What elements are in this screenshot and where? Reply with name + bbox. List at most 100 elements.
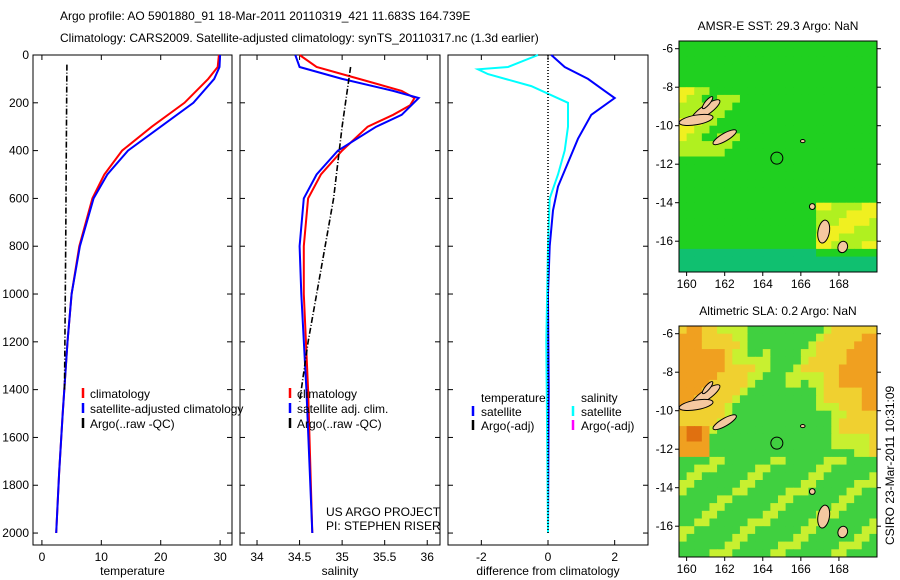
map-cell [785,503,794,512]
map-cell [785,56,794,65]
map-cell [679,148,688,157]
map-cell [739,464,749,473]
map-cell [831,526,840,535]
map-cell [747,56,756,65]
map-cell [732,433,741,442]
map-cell [816,456,825,466]
map-cell [755,356,764,365]
map-cell [770,472,779,481]
map-cell [800,133,809,142]
map-cell [823,56,832,65]
map-cell [785,202,794,211]
map-cell [732,179,741,188]
map-cell [816,341,825,350]
map-cell [816,87,825,96]
map-cell [854,241,863,250]
map-cell [755,410,764,419]
map-cell [785,233,794,242]
map-cell [869,372,878,381]
map-cell [800,56,809,65]
map-cell [800,341,809,350]
map-cell [831,533,840,543]
map-cell [762,326,771,335]
map-cell [785,456,794,466]
map-cell [838,218,848,227]
map-cell [686,195,695,204]
map-cell [755,218,764,227]
map-cell [800,441,809,450]
map-cell [694,356,703,365]
map-cell [732,326,741,335]
map-cell [854,433,863,442]
map-cell [785,171,794,181]
map-cell [793,418,802,427]
map-cell [701,541,710,550]
map-cell [724,403,733,412]
map-cell [709,125,718,134]
map-cell [762,233,771,242]
map-cell [709,148,718,157]
map-cell [755,241,764,250]
map-cell [709,118,718,127]
map-cell [679,264,688,273]
map-cell [800,372,809,381]
map-cell [747,464,756,473]
map-cell [717,372,726,381]
map-cell [838,87,848,96]
map-cell [755,171,764,181]
map-cell [808,533,817,543]
map-cell [770,349,779,358]
map-cell [823,241,832,250]
map-cell [869,418,878,427]
map-cell [701,256,710,265]
map-cell [861,171,870,181]
map-cell [846,326,855,335]
map-cell [778,526,787,535]
map-cell [686,433,695,442]
map-cell [838,426,848,435]
map-cell [831,349,840,358]
map-cell [823,464,832,473]
map-cell [838,456,848,466]
map-cell [739,195,749,204]
map-cell [717,456,726,466]
map-cell [694,79,703,88]
map-cell [747,148,756,157]
map-cell [679,241,688,250]
map-cell [808,87,817,96]
map-cell [732,241,741,250]
map-cell [755,133,764,142]
map-cell [823,71,832,80]
map-cell [732,403,741,412]
map-cell [785,326,794,335]
map-cell [778,503,787,512]
map-cell [709,133,718,142]
map-cell [747,495,756,504]
map-cell [800,195,809,204]
map-cell [793,148,802,157]
map-cell [816,102,825,111]
map-cell [770,241,779,250]
map-cell [747,503,756,512]
map-cell [854,202,863,211]
map-cell [717,233,726,242]
map-cell [838,364,848,373]
map-cell [717,218,726,227]
map-cell [717,349,726,358]
map-cell [709,56,718,65]
map-cell [793,341,802,350]
x-tick-label: 30 [213,550,227,564]
map-cell [701,41,710,50]
map-cell [785,356,794,365]
map-cell [831,41,840,50]
map-cell [755,510,764,519]
map-cell [686,110,695,119]
map-cell [869,410,878,419]
map-cell [717,379,726,389]
map-cell [778,148,787,157]
map-cell [679,225,688,234]
map-cell [694,541,703,550]
map-cell [846,480,855,489]
map-cell [861,210,870,219]
map-cell [747,441,756,450]
